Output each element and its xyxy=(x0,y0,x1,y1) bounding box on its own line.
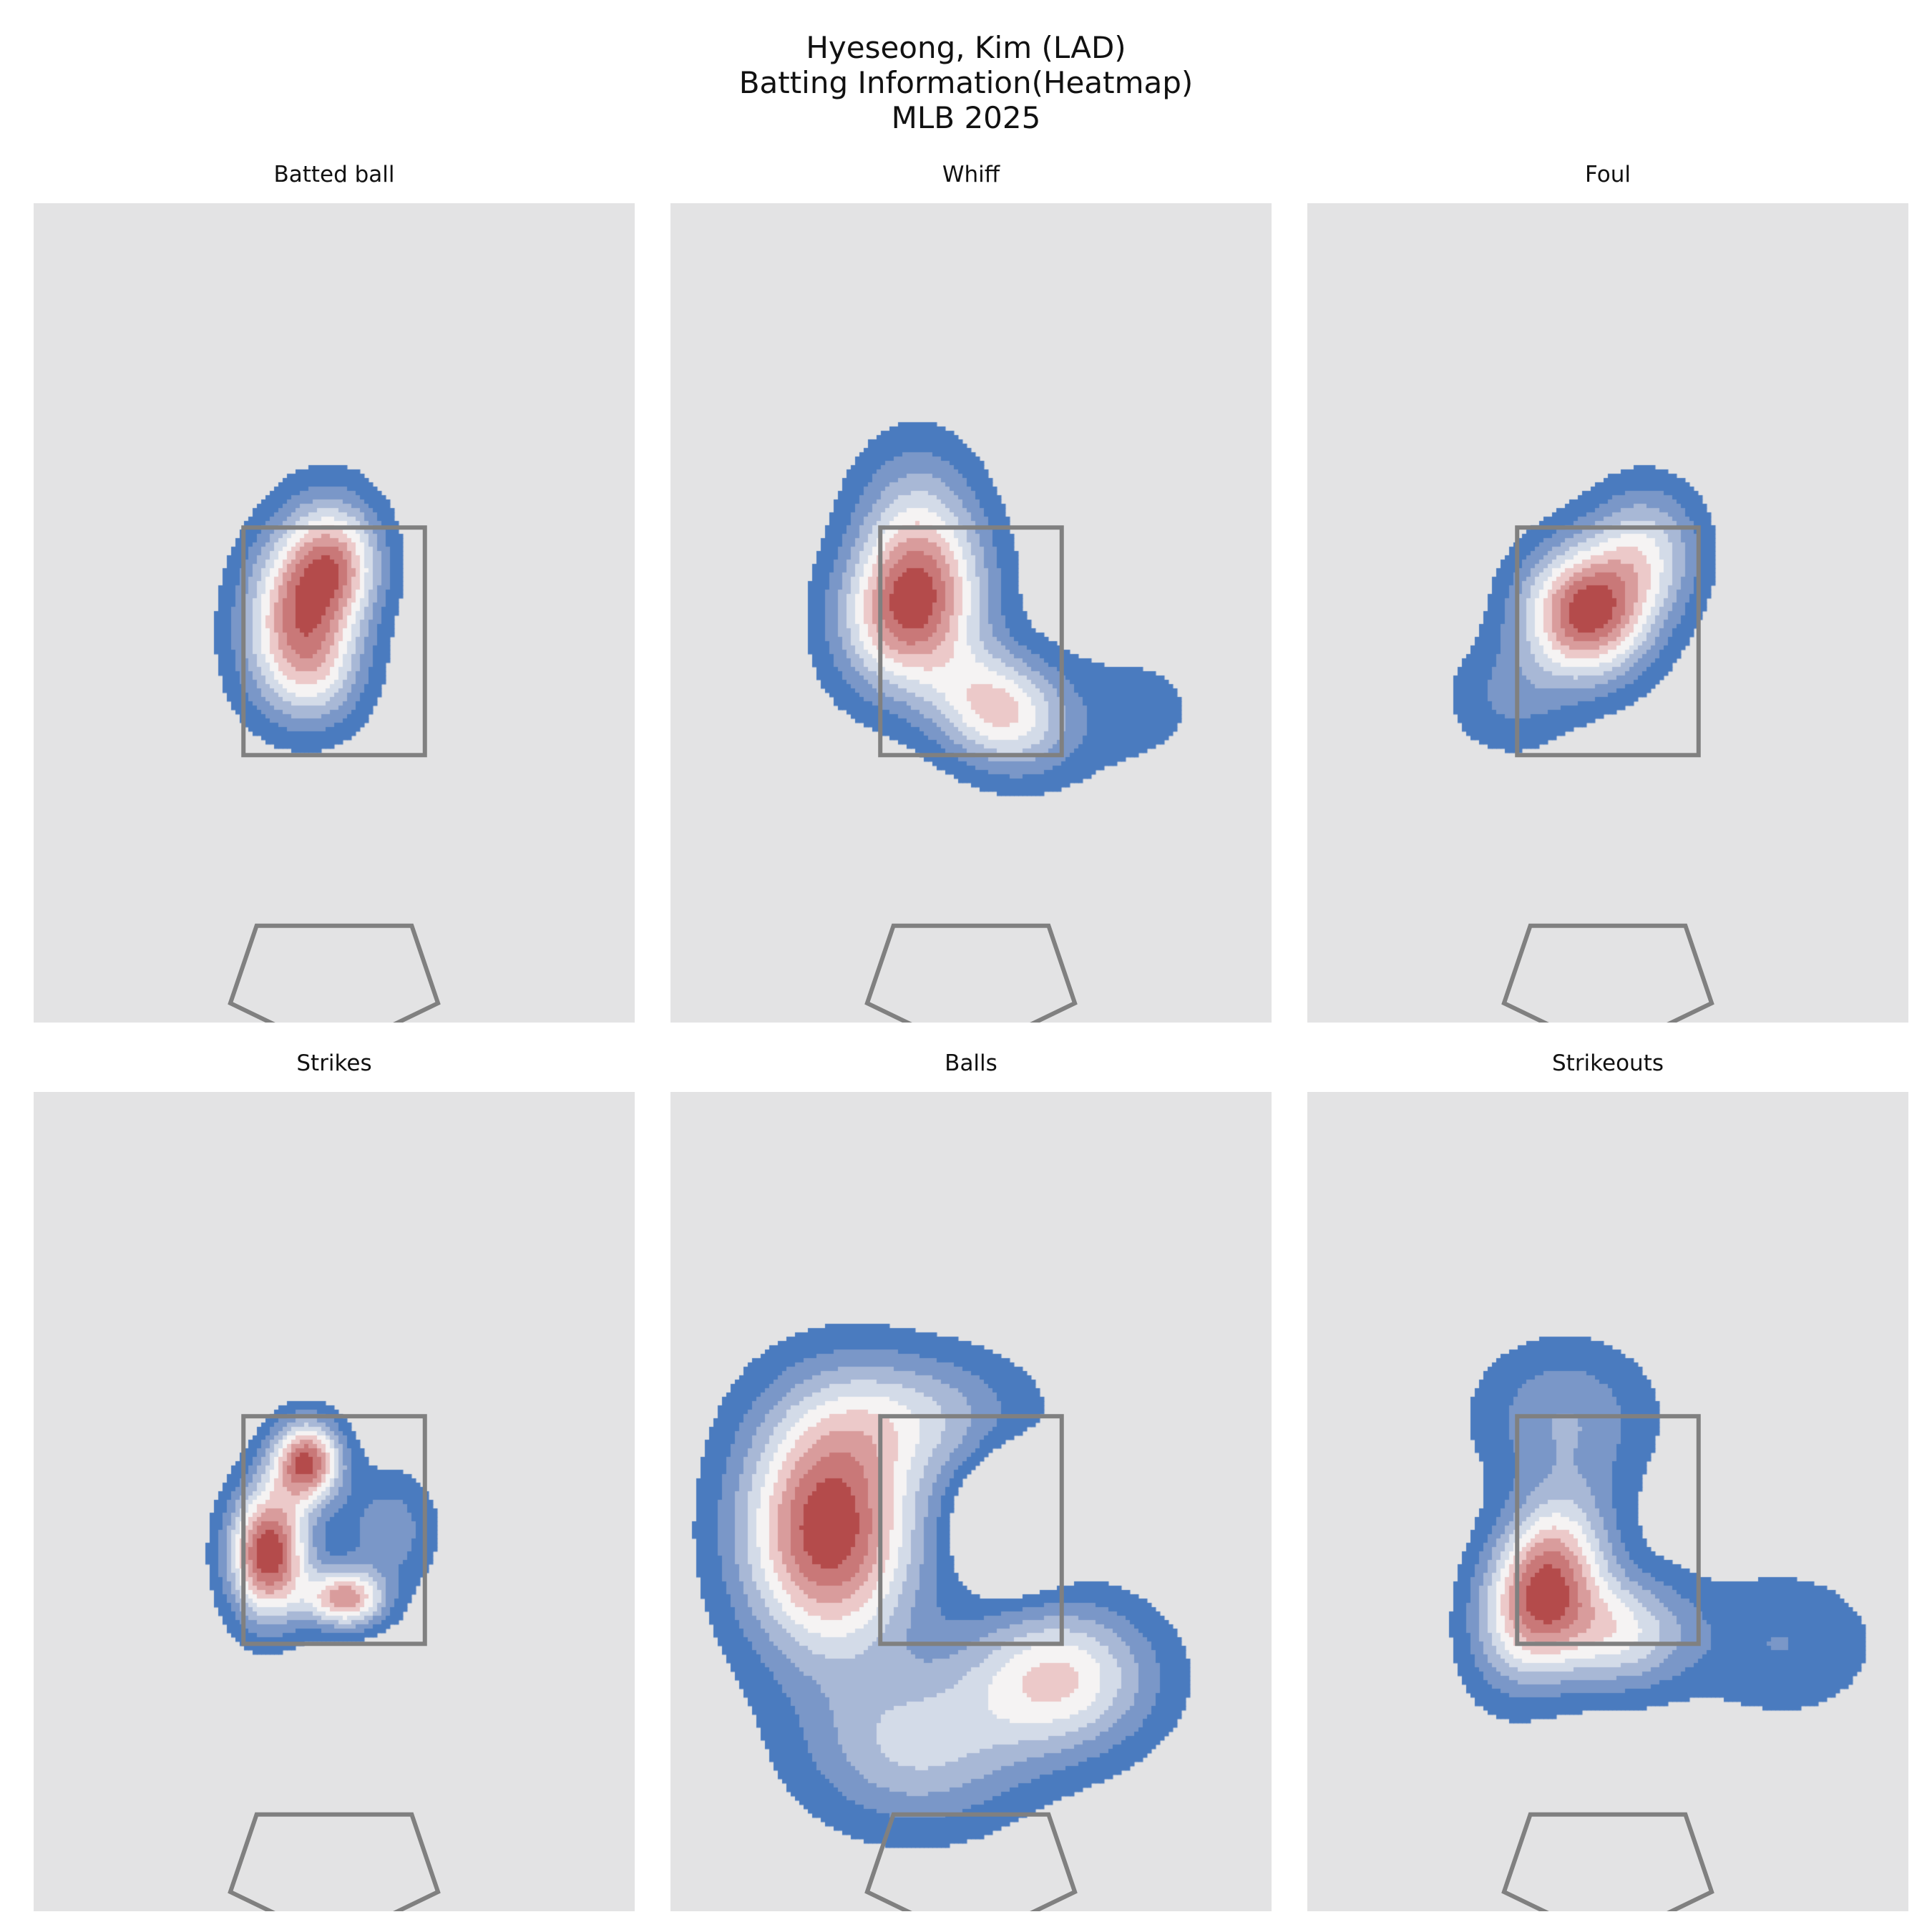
panel-title-batted-ball: Batted ball xyxy=(273,162,395,187)
home-plate xyxy=(228,923,441,1023)
strike-zone xyxy=(241,1414,427,1646)
home-plate xyxy=(864,923,1078,1023)
strike-zone xyxy=(1515,1414,1701,1646)
title-line-subject: Batting Information(Heatmap) xyxy=(738,65,1194,100)
heatmap-panel-batted-ball xyxy=(34,203,635,1023)
heatmap-panel-balls xyxy=(670,1092,1272,1911)
density-contours xyxy=(670,203,1272,1023)
heatmap-panel-whiff xyxy=(670,203,1272,1023)
panel-title-whiff: Whiff xyxy=(942,162,1000,187)
density-contours xyxy=(34,203,635,1023)
density-contours xyxy=(34,1092,635,1911)
panel-title-strikeouts: Strikeouts xyxy=(1551,1050,1664,1076)
density-contours xyxy=(1307,1092,1908,1911)
home-plate xyxy=(228,1812,441,1911)
density-contours xyxy=(1307,203,1908,1023)
heatmap-panel-foul xyxy=(1307,203,1908,1023)
panel-title-balls: Balls xyxy=(945,1050,997,1076)
title-line-player: Hyeseong, Kim (LAD) xyxy=(806,30,1126,65)
heatmap-panel-strikeouts xyxy=(1307,1092,1908,1911)
density-contours xyxy=(670,1092,1272,1911)
title-line-season: MLB 2025 xyxy=(891,100,1041,135)
heatmap-panel-strikes xyxy=(34,1092,635,1911)
home-plate xyxy=(1501,1812,1714,1911)
strike-zone xyxy=(1515,525,1701,758)
strike-zone xyxy=(878,525,1064,758)
home-plate xyxy=(864,1812,1078,1911)
panel-title-foul: Foul xyxy=(1585,162,1631,187)
panel-title-strikes: Strikes xyxy=(296,1050,372,1076)
strike-zone xyxy=(878,1414,1064,1646)
strike-zone xyxy=(241,525,427,758)
home-plate xyxy=(1501,923,1714,1023)
figure-title: Hyeseong, Kim (LAD) Batting Information(… xyxy=(0,30,1932,135)
